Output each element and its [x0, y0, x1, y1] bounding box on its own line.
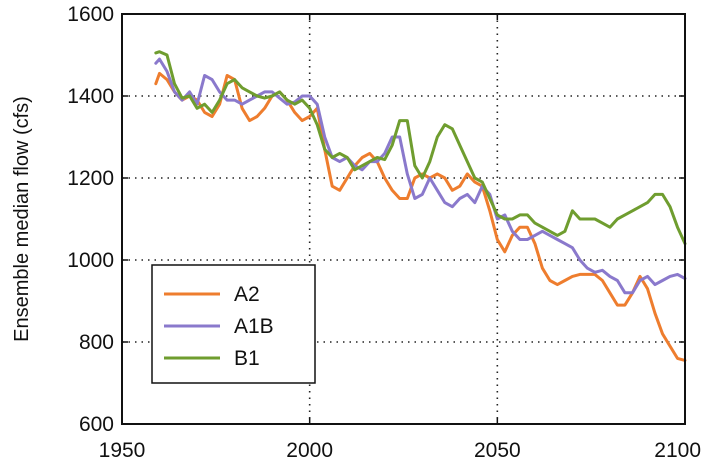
- legend-label-a1b: A1B: [234, 315, 274, 338]
- series-line-a1b: [154, 57, 687, 295]
- y-tick-label: 1000: [67, 249, 114, 272]
- x-tick-label: 1950: [99, 439, 146, 462]
- y-tick-label: 1600: [67, 3, 114, 26]
- x-axis-tick-labels: 1950 2000 2050 2100: [99, 439, 701, 462]
- y-tick-label: 800: [79, 331, 114, 354]
- legend-label-a2: A2: [234, 283, 260, 306]
- y-tick-label: 600: [79, 413, 114, 436]
- y-tick-label: 1200: [67, 167, 114, 190]
- y-tick-label: 1400: [67, 85, 114, 108]
- legend: A2 A1B B1: [151, 264, 316, 384]
- x-tick-label: 2050: [474, 439, 521, 462]
- x-tick-label: 2000: [286, 439, 333, 462]
- legend-label-b1: B1: [234, 347, 260, 370]
- axis-ticks: [121, 13, 686, 425]
- x-tick-label: 2100: [654, 439, 701, 462]
- gridlines: [122, 14, 685, 424]
- legend-box: [151, 264, 316, 384]
- series-lines: [154, 50, 687, 362]
- y-axis-title: Ensemble median flow (cfs): [11, 96, 33, 342]
- plot-frame: [121, 13, 686, 425]
- series-line-b1: [154, 50, 687, 246]
- y-axis-tick-labels: 600 800 1000 1200 1400 1600: [67, 3, 114, 436]
